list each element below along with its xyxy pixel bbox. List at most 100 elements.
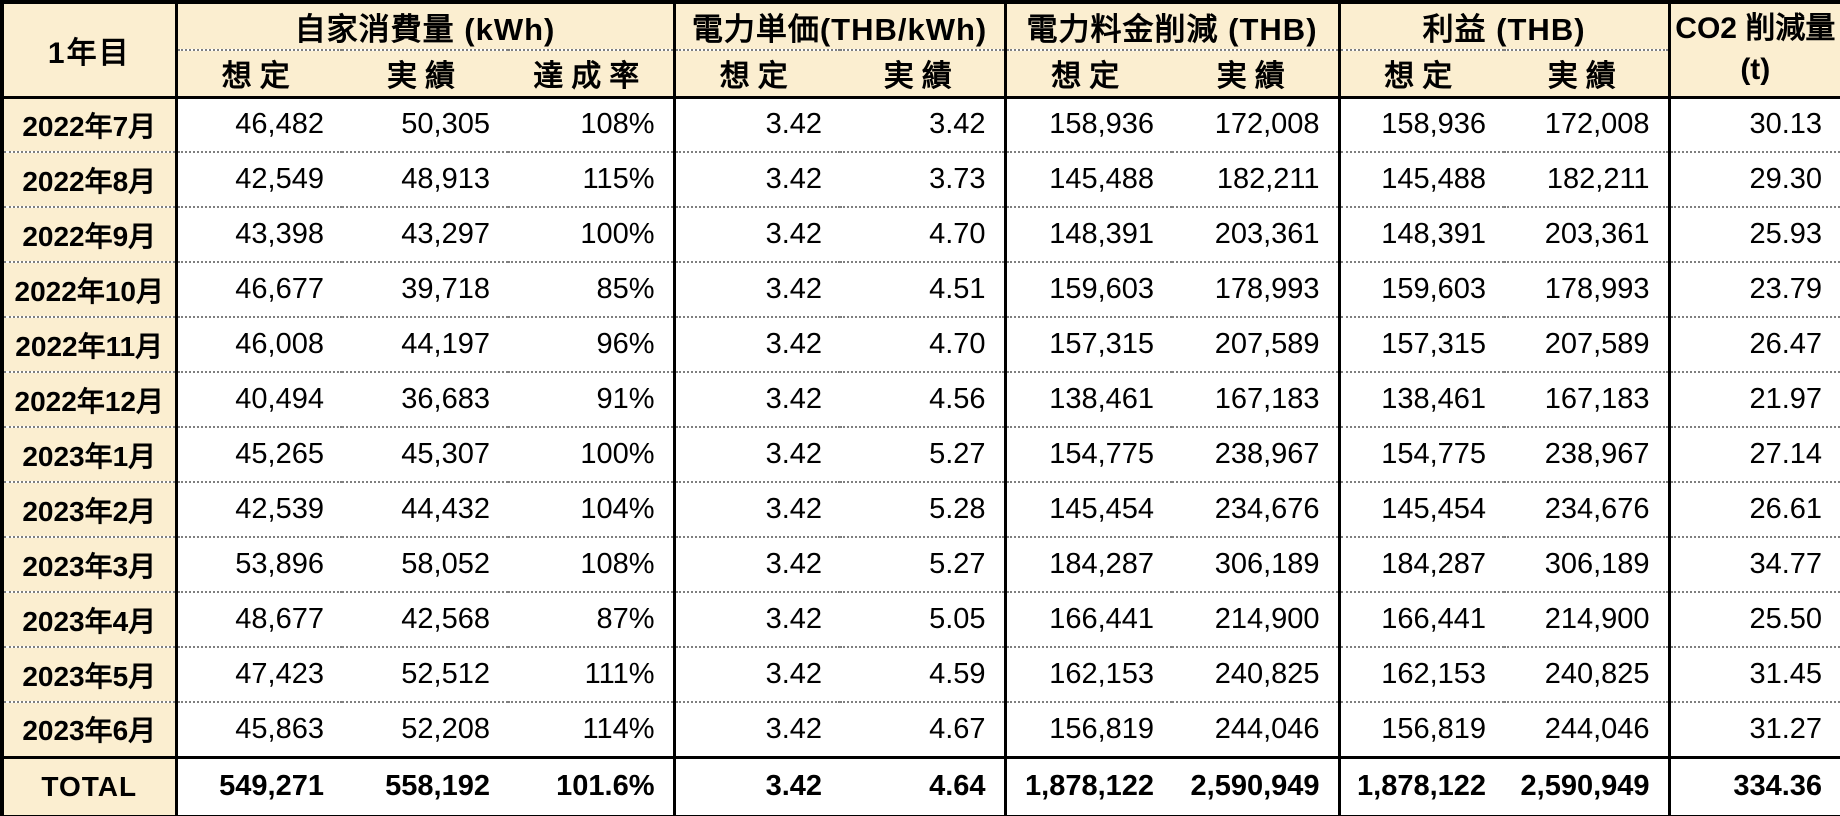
data-cell: 43,297 <box>342 206 508 262</box>
table-row: 2023年6月 45,863 52,208 114% 3.42 4.67 156,819 24… <box>2 701 1840 757</box>
month-cell: 2022年8月 <box>2 151 176 207</box>
data-cell: 3.42 <box>672 755 841 816</box>
data-cell: 157,315 <box>1337 316 1505 372</box>
data-cell: 50,305 <box>342 95 508 152</box>
data-cell: 4.70 <box>840 316 1006 372</box>
data-cell: 91% <box>508 371 675 427</box>
data-cell: 138,461 <box>1337 371 1505 427</box>
data-cell: 4.51 <box>840 261 1006 317</box>
table-row: 2023年1月 45,265 45,307 100% 3.42 5.27 154,775 23… <box>2 426 1840 482</box>
data-cell: 234,676 <box>1504 481 1670 537</box>
data-cell: 100% <box>508 206 675 262</box>
data-cell: 53,896 <box>174 536 342 592</box>
data-cell: 3.42 <box>672 151 841 207</box>
data-cell: 214,900 <box>1172 591 1340 647</box>
data-cell: 145,488 <box>1337 151 1505 207</box>
data-cell: 111% <box>508 646 675 702</box>
data-cell: 96% <box>508 316 675 372</box>
data-cell: 4.67 <box>840 701 1006 757</box>
data-cell: 182,211 <box>1172 151 1340 207</box>
corner-year-label: 1年目 <box>2 2 176 97</box>
data-cell: 172,008 <box>1504 95 1670 152</box>
subheader-planned: 想定 <box>174 49 342 97</box>
data-cell: 154,775 <box>1003 426 1173 482</box>
data-cell: 306,189 <box>1172 536 1340 592</box>
data-cell: 29.30 <box>1667 151 1840 207</box>
data-cell: 3.42 <box>672 426 841 482</box>
data-cell: 85% <box>508 261 675 317</box>
data-cell: 58,052 <box>342 536 508 592</box>
data-cell: 182,211 <box>1504 151 1670 207</box>
data-cell: 2,590,949 <box>1504 755 1670 816</box>
data-cell: 238,967 <box>1172 426 1340 482</box>
data-cell: 3.42 <box>672 261 841 317</box>
data-cell: 240,825 <box>1172 646 1340 702</box>
month-cell: 2023年5月 <box>2 646 176 702</box>
subheader-achievement: 達成率 <box>508 49 675 97</box>
data-cell: 549,271 <box>174 755 342 816</box>
data-cell: 45,307 <box>342 426 508 482</box>
data-cell: 167,183 <box>1172 371 1340 427</box>
data-cell: 52,512 <box>342 646 508 702</box>
data-cell: 158,936 <box>1337 95 1505 152</box>
data-cell: 5.28 <box>840 481 1006 537</box>
data-cell: 167,183 <box>1504 371 1670 427</box>
data-cell: 3.42 <box>672 646 841 702</box>
data-cell: 4.64 <box>840 755 1006 816</box>
data-cell: 4.56 <box>840 371 1006 427</box>
data-cell: 45,863 <box>174 701 342 757</box>
data-cell: 159,603 <box>1337 261 1505 317</box>
data-cell: 44,432 <box>342 481 508 537</box>
data-cell: 43,398 <box>174 206 342 262</box>
data-cell: 101.6% <box>508 755 675 816</box>
month-cell: 2022年10月 <box>2 261 176 317</box>
month-cell: 2023年2月 <box>2 481 176 537</box>
table-body: 2022年7月 46,482 50,305 108% 3.42 3.42 158,936 17… <box>2 95 1840 816</box>
data-cell: 104% <box>508 481 675 537</box>
data-cell: 3.42 <box>672 481 841 537</box>
data-cell: 145,454 <box>1337 481 1505 537</box>
data-cell: 5.27 <box>840 536 1006 592</box>
data-cell: 1,878,122 <box>1337 755 1505 816</box>
data-cell: 4.70 <box>840 206 1006 262</box>
subheader-actual: 実績 <box>840 49 1006 97</box>
data-cell: 203,361 <box>1504 206 1670 262</box>
data-cell: 558,192 <box>342 755 508 816</box>
data-cell: 154,775 <box>1337 426 1505 482</box>
data-cell: 23.79 <box>1667 261 1840 317</box>
table-header: 1年目 自家消費量 (kWh) 電力単価(THB/kWh) 電力料金削減 (TH… <box>2 2 1840 97</box>
data-cell: 46,482 <box>174 95 342 152</box>
data-cell: 3.42 <box>672 95 841 152</box>
data-cell: 172,008 <box>1172 95 1340 152</box>
data-cell: 156,819 <box>1337 701 1505 757</box>
data-cell: 25.50 <box>1667 591 1840 647</box>
month-cell: 2023年1月 <box>2 426 176 482</box>
group-header-electricity-cost-reduction: 電力料金削減 (THB) <box>1003 2 1340 50</box>
table-row: 2022年8月 42,549 48,913 115% 3.42 3.73 145,488 18… <box>2 151 1840 207</box>
subheader-actual: 実績 <box>1172 49 1340 97</box>
data-cell: 46,008 <box>174 316 342 372</box>
month-cell: 2023年6月 <box>2 701 176 757</box>
data-cell: 203,361 <box>1172 206 1340 262</box>
data-cell: 3.42 <box>672 316 841 372</box>
data-cell: 3.42 <box>840 95 1006 152</box>
month-cell: 2022年9月 <box>2 206 176 262</box>
data-cell: 27.14 <box>1667 426 1840 482</box>
data-cell: 42,549 <box>174 151 342 207</box>
data-cell: 21.97 <box>1667 371 1840 427</box>
data-cell: 240,825 <box>1504 646 1670 702</box>
data-cell: 34.77 <box>1667 536 1840 592</box>
table-row: 2023年3月 53,896 58,052 108% 3.42 5.27 184,287 30… <box>2 536 1840 592</box>
subheader-planned: 想定 <box>672 49 841 97</box>
data-cell: 108% <box>508 95 675 152</box>
data-cell: 45,265 <box>174 426 342 482</box>
data-cell: 148,391 <box>1003 206 1173 262</box>
month-cell: 2022年11月 <box>2 316 176 372</box>
data-cell: 48,677 <box>174 591 342 647</box>
data-cell: 3.42 <box>672 591 841 647</box>
subheader-planned: 想定 <box>1003 49 1173 97</box>
data-cell: 3.42 <box>672 206 841 262</box>
table-row: 2023年2月 42,539 44,432 104% 3.42 5.28 145,454 23… <box>2 481 1840 537</box>
data-cell: 162,153 <box>1337 646 1505 702</box>
month-cell: 2022年12月 <box>2 371 176 427</box>
